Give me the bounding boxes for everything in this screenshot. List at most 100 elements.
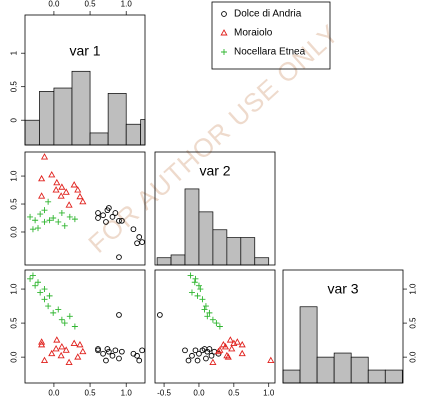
point bbox=[214, 347, 223, 355]
point bbox=[100, 350, 106, 357]
bar bbox=[125, 123, 142, 146]
x-tick-label: 0.0 bbox=[193, 389, 205, 398]
point bbox=[238, 349, 246, 357]
point bbox=[48, 171, 56, 178]
x-tick-label: 1.0 bbox=[121, 0, 133, 9]
point bbox=[226, 336, 234, 343]
point bbox=[192, 347, 199, 354]
point bbox=[106, 205, 112, 211]
y-tick-label: 1.0 bbox=[10, 170, 19, 182]
point bbox=[27, 213, 34, 220]
point bbox=[46, 292, 53, 299]
bar bbox=[24, 119, 40, 146]
point bbox=[79, 197, 87, 205]
point bbox=[109, 352, 116, 359]
point bbox=[112, 210, 119, 216]
point bbox=[62, 346, 70, 353]
panel-title: var 2 bbox=[199, 163, 230, 179]
point bbox=[209, 316, 216, 323]
point bbox=[46, 217, 53, 224]
point bbox=[95, 210, 101, 216]
point bbox=[119, 348, 125, 355]
bar bbox=[299, 306, 318, 384]
y-tick-label: 0.5 bbox=[10, 317, 19, 329]
point bbox=[55, 306, 62, 313]
point bbox=[221, 11, 227, 17]
point bbox=[139, 239, 145, 245]
legend-label: Dolce di Andria bbox=[234, 9, 302, 20]
point bbox=[199, 296, 206, 303]
point bbox=[35, 225, 42, 232]
panel-frame bbox=[282, 269, 404, 384]
point bbox=[41, 296, 48, 303]
y-tick-label: 0 bbox=[10, 117, 19, 122]
panel bbox=[157, 272, 275, 366]
point bbox=[41, 286, 48, 293]
legend-label: Nocellara Etnea bbox=[234, 47, 306, 58]
y-tick-label: 1 bbox=[10, 50, 19, 55]
point bbox=[38, 338, 46, 345]
point bbox=[41, 218, 48, 225]
point bbox=[189, 352, 195, 359]
point bbox=[66, 313, 73, 320]
point bbox=[70, 181, 78, 188]
bar bbox=[170, 254, 186, 266]
point bbox=[103, 219, 109, 225]
point bbox=[53, 178, 61, 186]
x-tick-label: 0.5 bbox=[84, 389, 96, 398]
point bbox=[55, 218, 62, 225]
panel bbox=[27, 153, 145, 261]
point bbox=[58, 316, 65, 323]
point bbox=[224, 353, 232, 360]
point bbox=[66, 213, 73, 220]
point bbox=[37, 289, 44, 296]
point bbox=[206, 346, 213, 352]
point bbox=[57, 192, 65, 199]
y-tick-label: 0.5 bbox=[10, 81, 19, 93]
point bbox=[74, 353, 82, 360]
point bbox=[116, 217, 122, 224]
point bbox=[71, 323, 78, 330]
bar bbox=[39, 91, 55, 146]
point bbox=[134, 352, 140, 359]
panel-title: var 3 bbox=[327, 281, 358, 297]
point bbox=[45, 198, 52, 205]
point bbox=[58, 183, 66, 190]
point bbox=[223, 351, 231, 359]
legend-label: Moraiolo bbox=[234, 28, 273, 39]
point bbox=[209, 358, 217, 366]
point bbox=[61, 222, 68, 229]
bar bbox=[184, 188, 200, 266]
point bbox=[112, 347, 119, 354]
point bbox=[221, 49, 227, 55]
bar bbox=[53, 87, 73, 146]
point bbox=[221, 343, 230, 350]
point bbox=[71, 216, 78, 223]
point bbox=[116, 254, 122, 261]
panel: var 1 bbox=[24, 43, 146, 146]
point bbox=[119, 217, 125, 224]
x-tick-label: 0.5 bbox=[84, 0, 96, 9]
bar bbox=[107, 93, 127, 146]
point bbox=[230, 339, 238, 346]
point bbox=[52, 186, 60, 193]
point bbox=[74, 186, 82, 193]
x-tick-label: 0.5 bbox=[228, 389, 240, 398]
point bbox=[41, 207, 48, 214]
bar bbox=[367, 369, 386, 384]
point bbox=[38, 340, 46, 348]
bar bbox=[254, 257, 270, 266]
point bbox=[267, 356, 275, 363]
point bbox=[195, 282, 202, 289]
x-tick-label: 0.0 bbox=[48, 389, 60, 398]
point bbox=[32, 282, 39, 289]
point bbox=[79, 347, 87, 355]
point bbox=[136, 234, 143, 240]
y-tick-label: 0.5 bbox=[409, 317, 418, 329]
point bbox=[76, 340, 84, 348]
y-tick-label: 0.5 bbox=[10, 198, 19, 210]
bar bbox=[140, 119, 146, 146]
panel-title: var 1 bbox=[69, 43, 100, 59]
point bbox=[40, 153, 49, 160]
point bbox=[136, 357, 143, 364]
